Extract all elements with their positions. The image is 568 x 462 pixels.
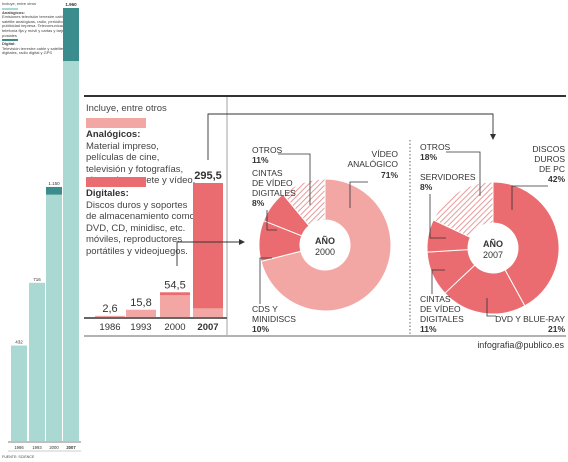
donut-hole [300,220,350,270]
left-tick-label: 2000 [49,445,59,450]
left-tick-label: 1986 [14,445,24,450]
legend-intro: Incluye, entre otros [86,103,167,114]
donut-center-label: AÑO [483,239,503,249]
slice-label: CDS Y [252,304,278,314]
slice-label: DE VÍDEO [252,178,293,188]
bar-tick-label: 2000 [164,322,185,333]
left-panel: Incluye, entre otros Analógicos: Emision… [0,0,84,462]
slice-label: DE PC [539,164,565,174]
slice-label: SERVIDORES [420,172,476,182]
slice-pct: 71% [381,170,398,180]
bar-analog [193,308,223,317]
donut-slice [282,178,326,227]
slice-pct: 21% [548,324,565,334]
arrow-line [207,113,494,160]
slice-label: OTROS [420,142,451,152]
left-bar-analog [29,282,45,441]
donut-center-label: 2000 [315,247,335,257]
arrow-head [490,134,496,140]
bar-analog [126,310,156,317]
leader-line [431,269,445,294]
mini-legend-digital-body: Televisión terrestre cable y satélite di… [2,45,64,56]
donut-slice [492,181,560,307]
mini-legend-intro: Incluye, entre otros [2,1,37,6]
donut-center-label: AÑO [315,236,335,246]
leader-line [266,210,277,231]
arrow-head [239,239,245,245]
bar-tick-label: 1986 [99,322,120,333]
leader-line [349,181,368,208]
credit: infografia@publico.es [477,340,564,350]
left-bar-analog [46,194,62,441]
mini-analog-swatch [2,7,18,10]
slice-label: CINTAS [420,294,451,304]
left-bar-digital [46,186,62,195]
bar-value-label: 54,5 [164,279,185,291]
main-legend: Incluye, entre otros [86,103,196,115]
left-bar-digital [63,8,79,62]
slice-label: DIGITALES [252,188,296,198]
slice-pct: 10% [252,324,269,334]
slice-pct: 11% [252,155,269,165]
slice-label: OTROS [252,145,283,155]
legend-analog-swatch [86,118,146,128]
slice-label: VÍDEO [372,149,399,159]
decorations [84,95,566,337]
left-value-label: 1.150 [48,181,60,186]
bar-analog [95,315,125,317]
left-value-label: 716 [33,277,41,282]
slice-label: CINTAS [252,168,283,178]
bar-analog [160,295,190,317]
slice-pct: 11% [420,324,437,334]
bar-digital [160,292,190,296]
mini-legend: Incluye, entre otros Analógicos: Emision… [2,1,80,56]
slice-label: DUROS [534,154,565,164]
slice-label: DIGITALES [420,314,464,324]
legend-analog-title: Analógicos: [86,129,141,140]
bar-value-label: 2,6 [102,303,117,315]
left-tick-label: 1993 [32,445,42,450]
bar-digital [193,183,223,309]
leader-line [486,298,496,317]
slice-label: DE VÍDEO [420,304,461,314]
slice-label: DVD Y BLUE-RAY [495,314,565,324]
leader-line [278,153,311,205]
slice-pct: 8% [420,182,433,192]
mini-chart-footer: FUENTE: SCIENCE [2,455,35,459]
left-tick-label: 2007 [66,445,76,450]
mini-digital-swatch [2,39,18,42]
mini-legend-analog-title: Analógicos: [2,9,25,15]
bar-value-label: 15,8 [130,297,151,309]
slice-label: ANALÓGICO [347,159,398,169]
leader-line [429,194,446,239]
slice-pct: 18% [420,152,437,162]
leader-line [446,151,481,196]
slice-pct: 8% [252,198,265,208]
slice-label: MINIDISCS [252,314,296,324]
arrow-line [176,241,241,266]
leader-line [511,185,548,210]
bar-tick-label: 2007 [197,322,218,333]
slice-pct: 42% [548,174,565,184]
left-value-label: 1.960 [65,2,77,7]
legend-digital-title: Digitales: [86,188,129,199]
leader-line [259,257,272,304]
left-value-label: 432 [15,340,23,345]
mini-legend-analog-body: Emisiones televisión terrestre cable y s… [2,14,75,38]
donut-center-label: 2007 [483,250,503,260]
bar-value-label: 295,5 [194,170,222,182]
legend-digital-body: Discos duros y soportes de almacenamient… [86,199,195,257]
mini-legend-digital-title: Digital: [2,41,16,47]
bar-tick-label: 1993 [130,322,151,333]
left-stacked-chart: 432 1986 716 1993 1.150 2000 1.960 2007 [8,2,81,452]
left-bar-analog [11,345,27,441]
storage-bar-chart: 2,6 1986 15,8 1993 54,5 2000 295,5 2007 [84,95,228,335]
left-bar-analog [63,61,79,441]
legend-digital-swatch [86,177,146,187]
donut-hole [468,223,518,273]
slice-label: DISCOS [532,144,565,154]
